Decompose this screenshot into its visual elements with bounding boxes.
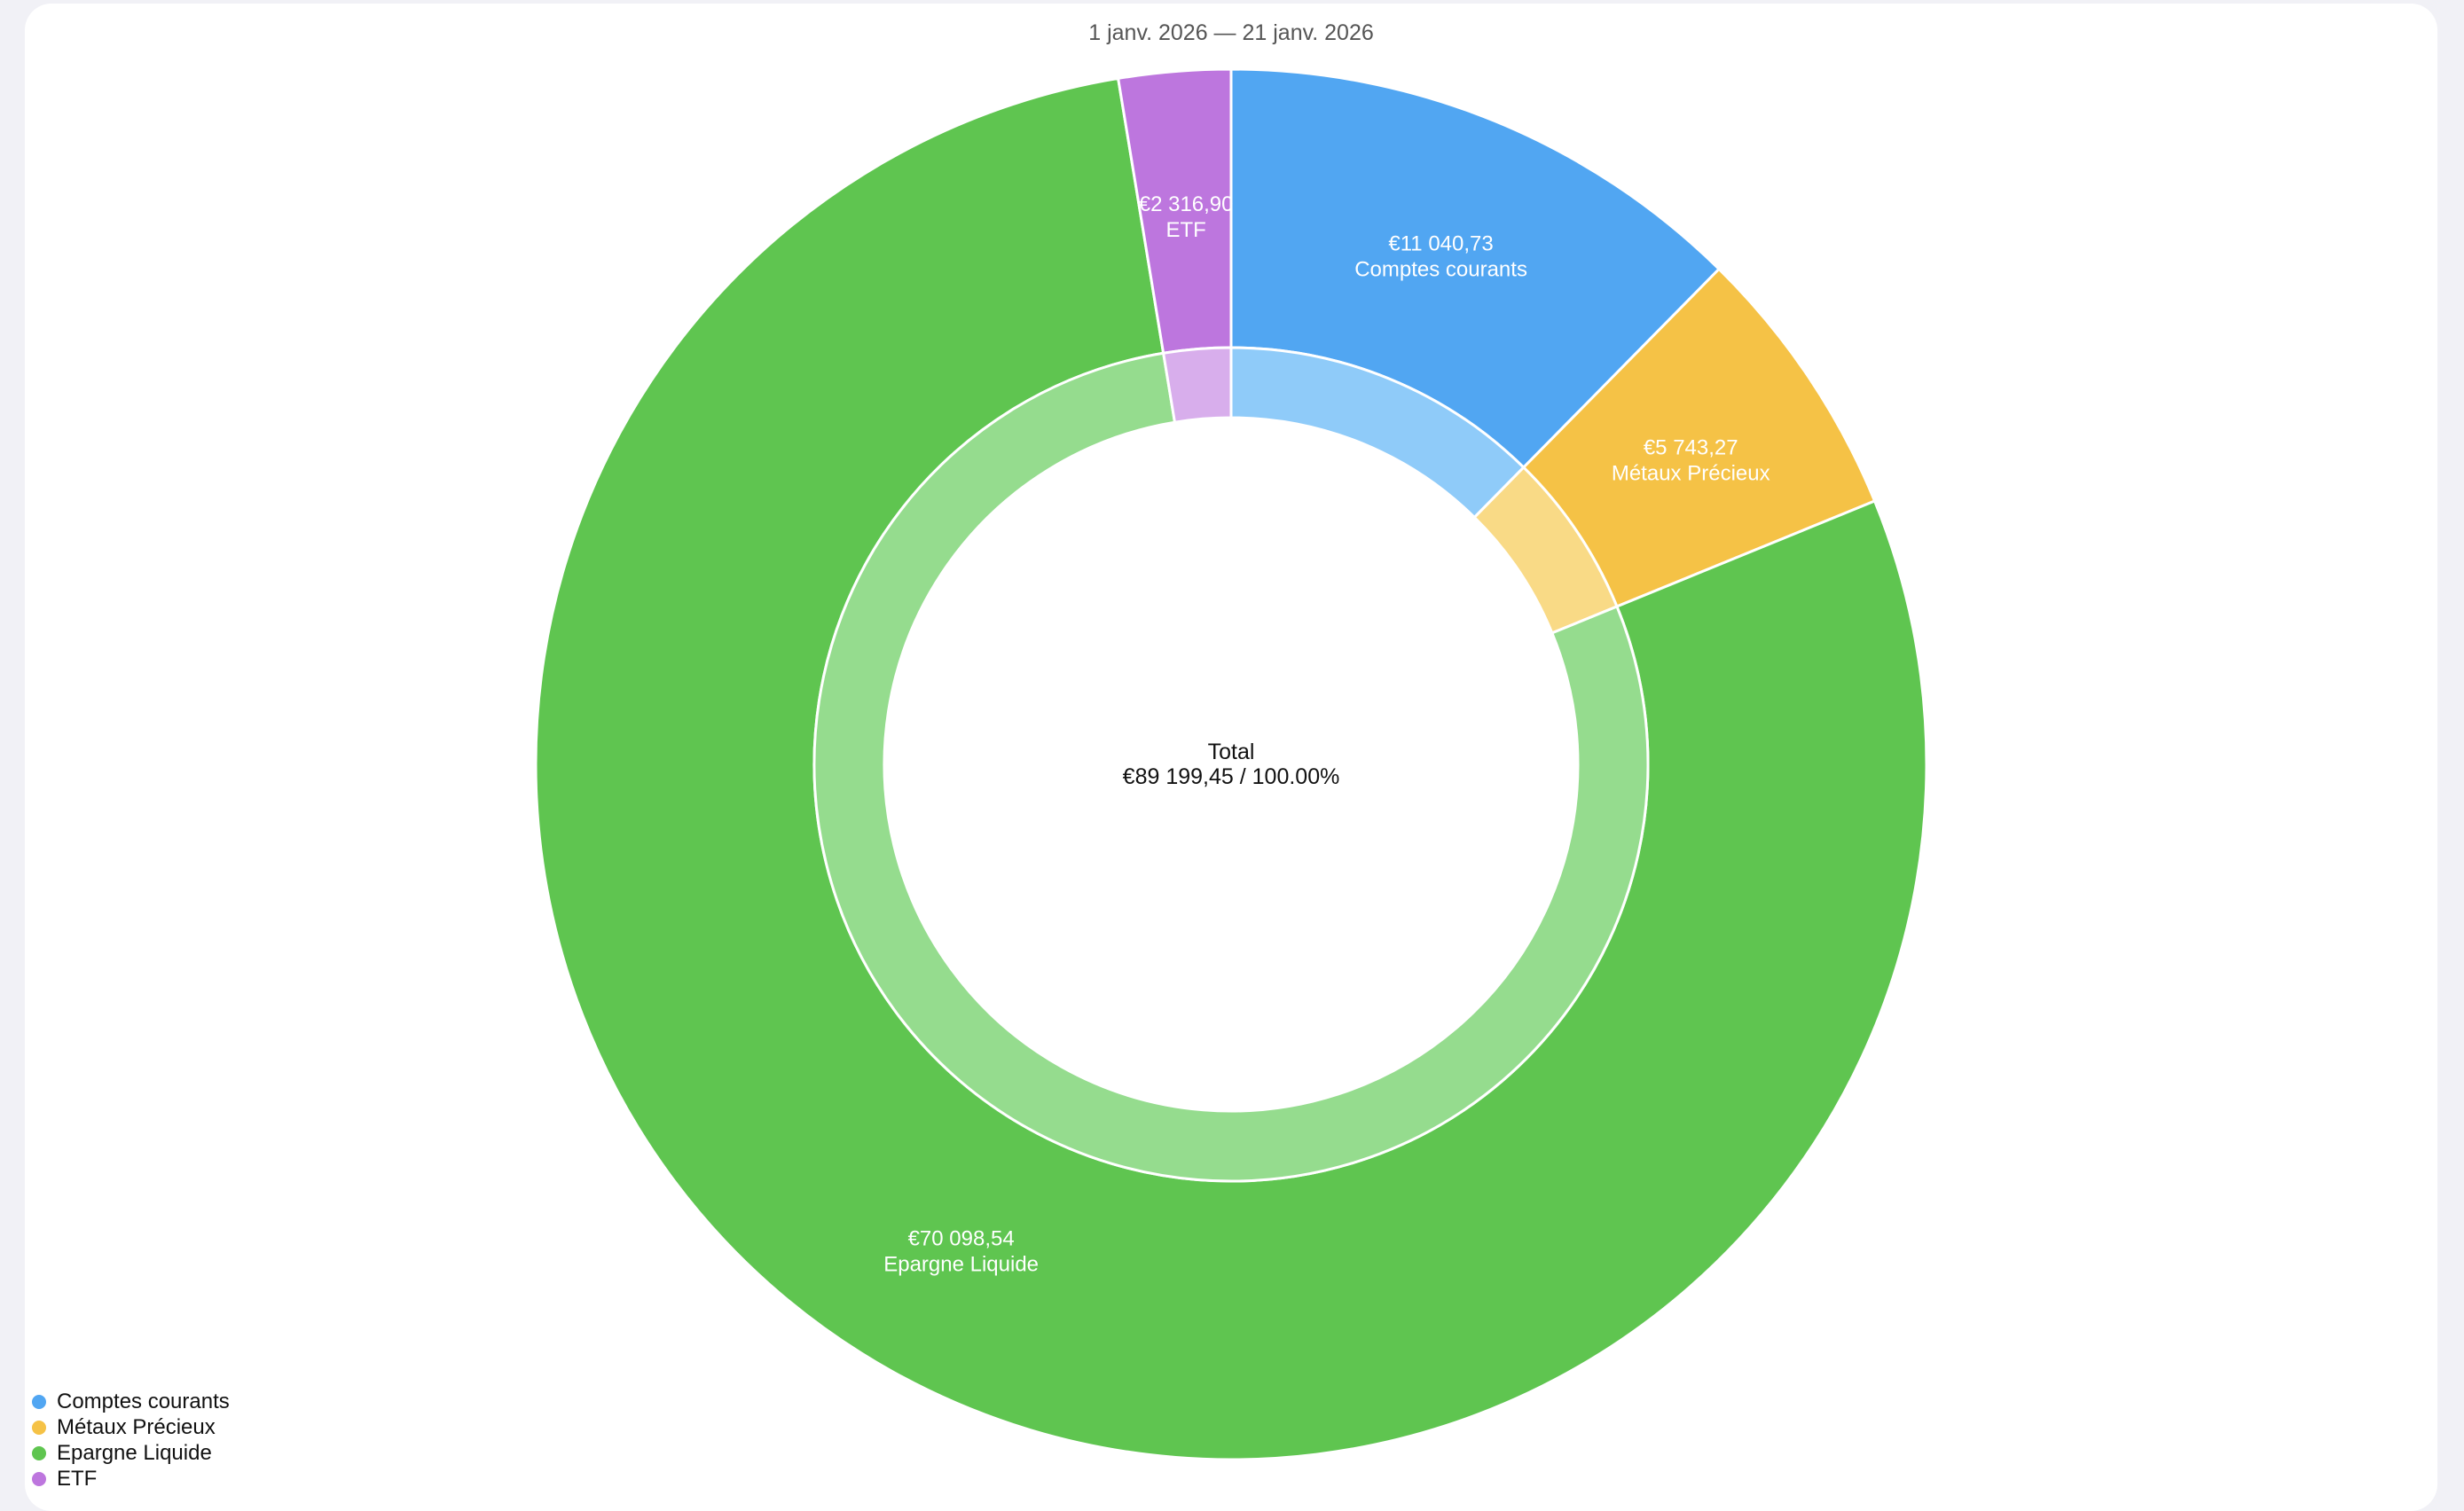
- slice-label-etf: €2 316,90 ETF: [1139, 192, 1234, 242]
- outer-ring: [534, 67, 1928, 1461]
- slice-name-epargne-liquide: Epargne Liquide: [883, 1253, 1039, 1277]
- slice-value-etf: €2 316,90: [1139, 192, 1234, 216]
- slice-value-epargne-liquide: €70 098,54: [908, 1227, 1015, 1251]
- legend: Comptes courants Métaux Précieux Epargne L…: [32, 1389, 387, 1491]
- legend-label-comptes-courants: Comptes courants: [57, 1389, 230, 1413]
- slice-label-comptes-courants: €11 040,73 Comptes courants: [1354, 232, 1527, 282]
- slice-label-metaux-precieux: €5 743,27 Métaux Précieux: [1612, 435, 1770, 485]
- legend-label-etf: ETF: [57, 1466, 98, 1491]
- center-title: Total: [1208, 740, 1255, 764]
- legend-swatch-etf: [32, 1471, 46, 1486]
- slice-name-comptes-courants: Comptes courants: [1354, 258, 1527, 282]
- slice-name-etf: ETF: [1165, 218, 1205, 242]
- legend-swatch-comptes-courants: [32, 1394, 46, 1409]
- center-total: €89 199,45 / 100.00%: [1123, 764, 1340, 789]
- legend-item-epargne-liquide[interactable]: Epargne Liquide: [32, 1440, 387, 1466]
- slice-label-epargne-liquide: €70 098,54 Epargne Liquide: [883, 1227, 1039, 1277]
- slice-value-metaux-precieux: €5 743,27: [1644, 435, 1738, 459]
- donut-hole: [884, 418, 1578, 1111]
- slice-value-comptes-courants: €11 040,73: [1388, 232, 1493, 256]
- legend-item-etf[interactable]: ETF: [32, 1466, 387, 1491]
- legend-swatch-metaux-precieux: [32, 1420, 46, 1435]
- inner-slice-etf: [1161, 346, 1233, 424]
- legend-label-metaux-precieux: Métaux Précieux: [57, 1414, 216, 1439]
- legend-swatch-epargne-liquide: [32, 1445, 46, 1460]
- slice-labels: €11 040,73 Comptes courants €5 743,27 Métau…: [883, 192, 1770, 1277]
- legend-item-comptes-courants[interactable]: Comptes courants: [32, 1389, 387, 1414]
- legend-label-epargne-liquide: Epargne Liquide: [57, 1440, 212, 1465]
- date-range: 1 janv. 2026 — 21 janv. 2026: [1088, 20, 1374, 45]
- slice-name-metaux-precieux: Métaux Précieux: [1612, 461, 1770, 485]
- legend-item-metaux-precieux[interactable]: Métaux Précieux: [32, 1414, 387, 1440]
